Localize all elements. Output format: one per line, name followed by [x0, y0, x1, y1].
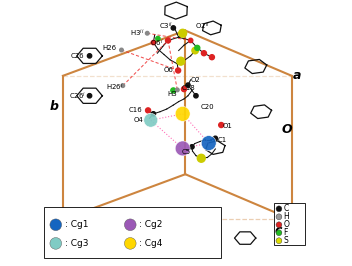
Text: C18: C18	[182, 85, 196, 91]
Circle shape	[120, 48, 123, 52]
Bar	[44, 207, 221, 258]
Circle shape	[276, 206, 282, 212]
Text: H3: H3	[168, 91, 177, 97]
Circle shape	[50, 238, 62, 249]
Text: O4: O4	[133, 117, 143, 123]
Text: O6: O6	[164, 67, 174, 73]
Circle shape	[171, 88, 176, 93]
Circle shape	[209, 55, 214, 60]
Text: : Cg3: : Cg3	[65, 239, 88, 248]
Text: F: F	[284, 228, 288, 237]
Circle shape	[124, 219, 136, 231]
Text: O2: O2	[191, 77, 201, 83]
Bar	[274, 203, 305, 245]
Circle shape	[87, 54, 92, 58]
Text: C5: C5	[182, 149, 191, 155]
Circle shape	[190, 145, 194, 149]
Text: C20: C20	[201, 104, 214, 110]
Circle shape	[192, 47, 199, 54]
Circle shape	[201, 51, 206, 56]
Circle shape	[179, 29, 187, 37]
Circle shape	[171, 26, 176, 30]
Circle shape	[165, 38, 170, 43]
Circle shape	[156, 36, 160, 41]
Circle shape	[176, 68, 181, 73]
Circle shape	[276, 214, 282, 220]
Circle shape	[121, 84, 125, 88]
Circle shape	[201, 136, 216, 151]
Circle shape	[195, 45, 200, 50]
Text: C: C	[284, 204, 289, 213]
Circle shape	[194, 94, 198, 98]
Circle shape	[177, 57, 185, 65]
Text: O2$^{ii}$: O2$^{ii}$	[195, 20, 210, 32]
Text: S: S	[284, 236, 289, 245]
Circle shape	[87, 94, 92, 98]
Circle shape	[50, 219, 62, 231]
Circle shape	[213, 136, 218, 140]
Text: H3$^{ii}$: H3$^{ii}$	[130, 28, 145, 39]
Text: O1: O1	[222, 123, 232, 128]
Text: C3$^{ii}$: C3$^{ii}$	[159, 21, 173, 32]
Circle shape	[176, 88, 179, 92]
Circle shape	[276, 230, 282, 236]
Circle shape	[175, 141, 190, 156]
Text: H: H	[284, 212, 289, 221]
Text: O6$^{i}$: O6$^{i}$	[150, 38, 164, 49]
Text: : Cg4: : Cg4	[139, 239, 163, 248]
Text: O: O	[284, 220, 290, 229]
Circle shape	[276, 238, 282, 244]
Text: C26: C26	[71, 53, 84, 59]
Text: c: c	[275, 224, 282, 236]
Circle shape	[186, 83, 190, 87]
Circle shape	[175, 106, 190, 121]
Circle shape	[144, 113, 158, 127]
Text: b: b	[49, 100, 58, 113]
Text: H26$^{i}$: H26$^{i}$	[106, 82, 123, 93]
Text: : Cg2: : Cg2	[139, 220, 163, 229]
Circle shape	[276, 222, 282, 228]
Text: C1: C1	[218, 138, 227, 143]
Circle shape	[182, 87, 187, 92]
Text: a: a	[293, 69, 301, 82]
Circle shape	[145, 31, 149, 35]
Text: : Cg1: : Cg1	[65, 220, 88, 229]
Text: C26$^{i}$: C26$^{i}$	[69, 91, 86, 102]
Circle shape	[151, 40, 156, 45]
Circle shape	[188, 38, 193, 43]
Text: H26: H26	[102, 45, 116, 51]
Circle shape	[219, 123, 224, 127]
Text: O: O	[281, 123, 292, 135]
Text: C16: C16	[129, 107, 143, 113]
Circle shape	[124, 238, 136, 249]
Circle shape	[146, 108, 151, 113]
Circle shape	[151, 112, 156, 116]
Circle shape	[197, 154, 205, 162]
